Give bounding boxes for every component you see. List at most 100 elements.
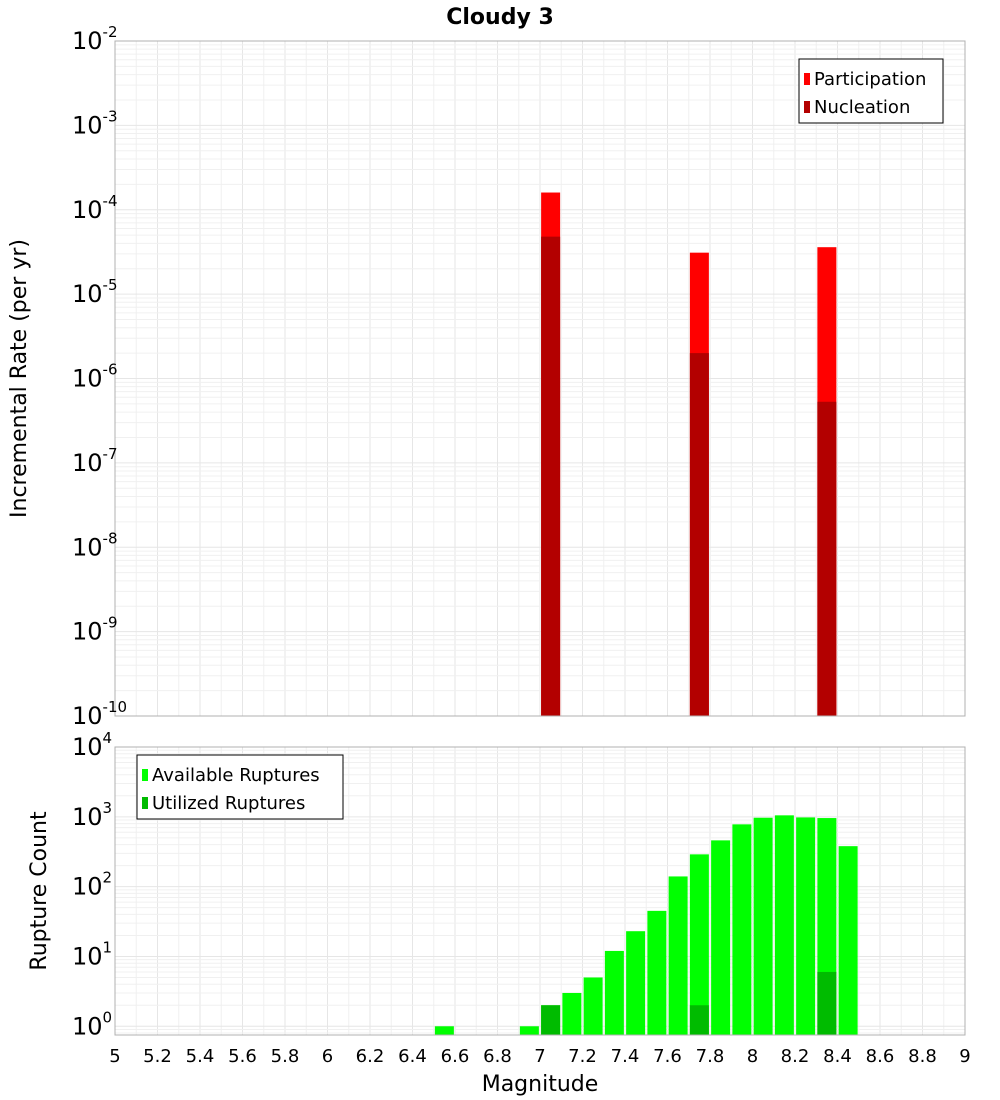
- bar-available-ruptures: [434, 1026, 454, 1035]
- y-tick-label: 10-8: [72, 529, 118, 561]
- y-tick-base: 10: [72, 196, 103, 224]
- y-tick-exponent: -10: [103, 698, 128, 716]
- y-tick-label: 103: [72, 799, 112, 831]
- x-tick-label: 8.2: [781, 1046, 810, 1067]
- legend-swatch: [142, 797, 148, 809]
- x-tick-label: 8.8: [908, 1046, 937, 1067]
- x-tick-label: 5.2: [143, 1046, 172, 1067]
- bar-available-ruptures: [562, 992, 582, 1035]
- bar-available-ruptures: [753, 817, 773, 1035]
- y-tick-base: 10: [72, 1012, 103, 1040]
- bar-nucleation: [689, 353, 709, 716]
- x-tick-label: 6.4: [398, 1046, 427, 1067]
- x-tick-label: 7.6: [653, 1046, 682, 1067]
- legend-label: Participation: [814, 69, 926, 90]
- y-tick-label: 10-10: [72, 698, 127, 730]
- y-tick-exponent: 1: [103, 938, 113, 956]
- y-tick-label: 100: [72, 1008, 112, 1040]
- bar-available-ruptures: [668, 876, 688, 1035]
- x-tick-label: 5: [109, 1046, 120, 1067]
- y-tick-exponent: -6: [103, 361, 118, 379]
- y-tick-exponent: 2: [103, 869, 113, 887]
- panel-0: 10-1010-910-810-710-610-510-410-310-2Inc…: [7, 5, 966, 730]
- y-tick-label: 101: [72, 938, 112, 970]
- bar-available-ruptures: [604, 950, 624, 1035]
- x-tick-label: 5.4: [186, 1046, 215, 1067]
- y-tick-exponent: 3: [103, 799, 113, 817]
- x-tick-label: 6.6: [441, 1046, 470, 1067]
- x-axis-label: Magnitude: [482, 1072, 599, 1097]
- y-axis-label: Rupture Count: [27, 811, 52, 971]
- y-tick-base: 10: [72, 27, 103, 55]
- y-tick-base: 10: [72, 111, 103, 139]
- y-tick-exponent: 4: [103, 729, 113, 747]
- legend-swatch: [142, 769, 148, 781]
- y-tick-base: 10: [72, 618, 103, 646]
- bar-utilized-ruptures: [689, 1005, 709, 1035]
- y-tick-exponent: -2: [103, 23, 118, 41]
- legend: Available Ruptures Utilized Ruptures: [136, 754, 344, 820]
- x-tick-label: 6.2: [356, 1046, 385, 1067]
- bar-available-ruptures: [583, 977, 603, 1035]
- y-tick-exponent: -7: [103, 445, 118, 463]
- y-tick-label: 10-3: [72, 107, 118, 139]
- plot-border: [114, 40, 966, 717]
- plot-border: [114, 746, 966, 1036]
- bar-available-ruptures: [519, 1026, 539, 1035]
- y-tick-label: 104: [72, 729, 112, 761]
- y-tick-base: 10: [72, 733, 103, 761]
- bar-available-ruptures: [796, 817, 816, 1035]
- y-tick-label: 10-6: [72, 361, 118, 393]
- bar-available-ruptures: [711, 840, 731, 1035]
- bar-nucleation: [817, 401, 837, 716]
- bar-available-ruptures: [774, 815, 794, 1035]
- y-tick-exponent: -9: [103, 614, 118, 632]
- y-tick-label: 10-2: [72, 23, 118, 55]
- bar-available-ruptures: [838, 846, 858, 1035]
- y-tick-exponent: -5: [103, 276, 118, 294]
- y-tick-base: 10: [72, 449, 103, 477]
- y-tick-exponent: -4: [103, 192, 118, 210]
- legend-swatch: [804, 101, 810, 113]
- bar-nucleation: [541, 236, 561, 716]
- x-tick-label: 7.2: [568, 1046, 597, 1067]
- x-tick-label: 5.8: [271, 1046, 300, 1067]
- legend: Participation Nucleation: [798, 58, 944, 124]
- x-tick-label: 8.6: [866, 1046, 895, 1067]
- bar-utilized-ruptures: [817, 971, 837, 1035]
- x-tick-label: 5.6: [228, 1046, 257, 1067]
- y-tick-label: 102: [72, 869, 112, 901]
- bar-available-ruptures: [626, 931, 646, 1035]
- y-tick-base: 10: [72, 280, 103, 308]
- bar-available-ruptures: [689, 854, 709, 1035]
- y-tick-base: 10: [72, 533, 103, 561]
- y-tick-label: 10-9: [72, 614, 118, 646]
- bar-available-ruptures: [732, 824, 752, 1035]
- chart-title: Cloudy 3: [446, 5, 554, 30]
- x-tick-label: 8.4: [823, 1046, 852, 1067]
- y-tick-exponent: -8: [103, 529, 118, 547]
- y-tick-base: 10: [72, 942, 103, 970]
- y-tick-base: 10: [72, 365, 103, 393]
- legend-swatch: [804, 73, 810, 85]
- y-tick-label: 10-4: [72, 192, 118, 224]
- y-tick-base: 10: [72, 873, 103, 901]
- y-tick-label: 10-7: [72, 445, 118, 477]
- x-tick-label: 9: [959, 1046, 970, 1067]
- legend-label: Available Ruptures: [152, 765, 320, 786]
- y-axis-label: Incremental Rate (per yr): [7, 239, 32, 518]
- x-tick-label: 6.8: [483, 1046, 512, 1067]
- x-tick-label: 7.8: [696, 1046, 725, 1067]
- y-tick-base: 10: [72, 803, 103, 831]
- legend-box: [798, 58, 944, 124]
- y-tick-exponent: 0: [103, 1008, 113, 1026]
- x-tick-label: 8: [747, 1046, 758, 1067]
- y-tick-label: 10-5: [72, 276, 118, 308]
- y-tick-base: 10: [72, 702, 103, 730]
- legend-label: Nucleation: [814, 97, 910, 118]
- legend-box: [136, 754, 344, 820]
- bar-utilized-ruptures: [541, 1005, 561, 1035]
- x-tick-label: 6: [322, 1046, 333, 1067]
- legend-label: Utilized Ruptures: [152, 793, 305, 814]
